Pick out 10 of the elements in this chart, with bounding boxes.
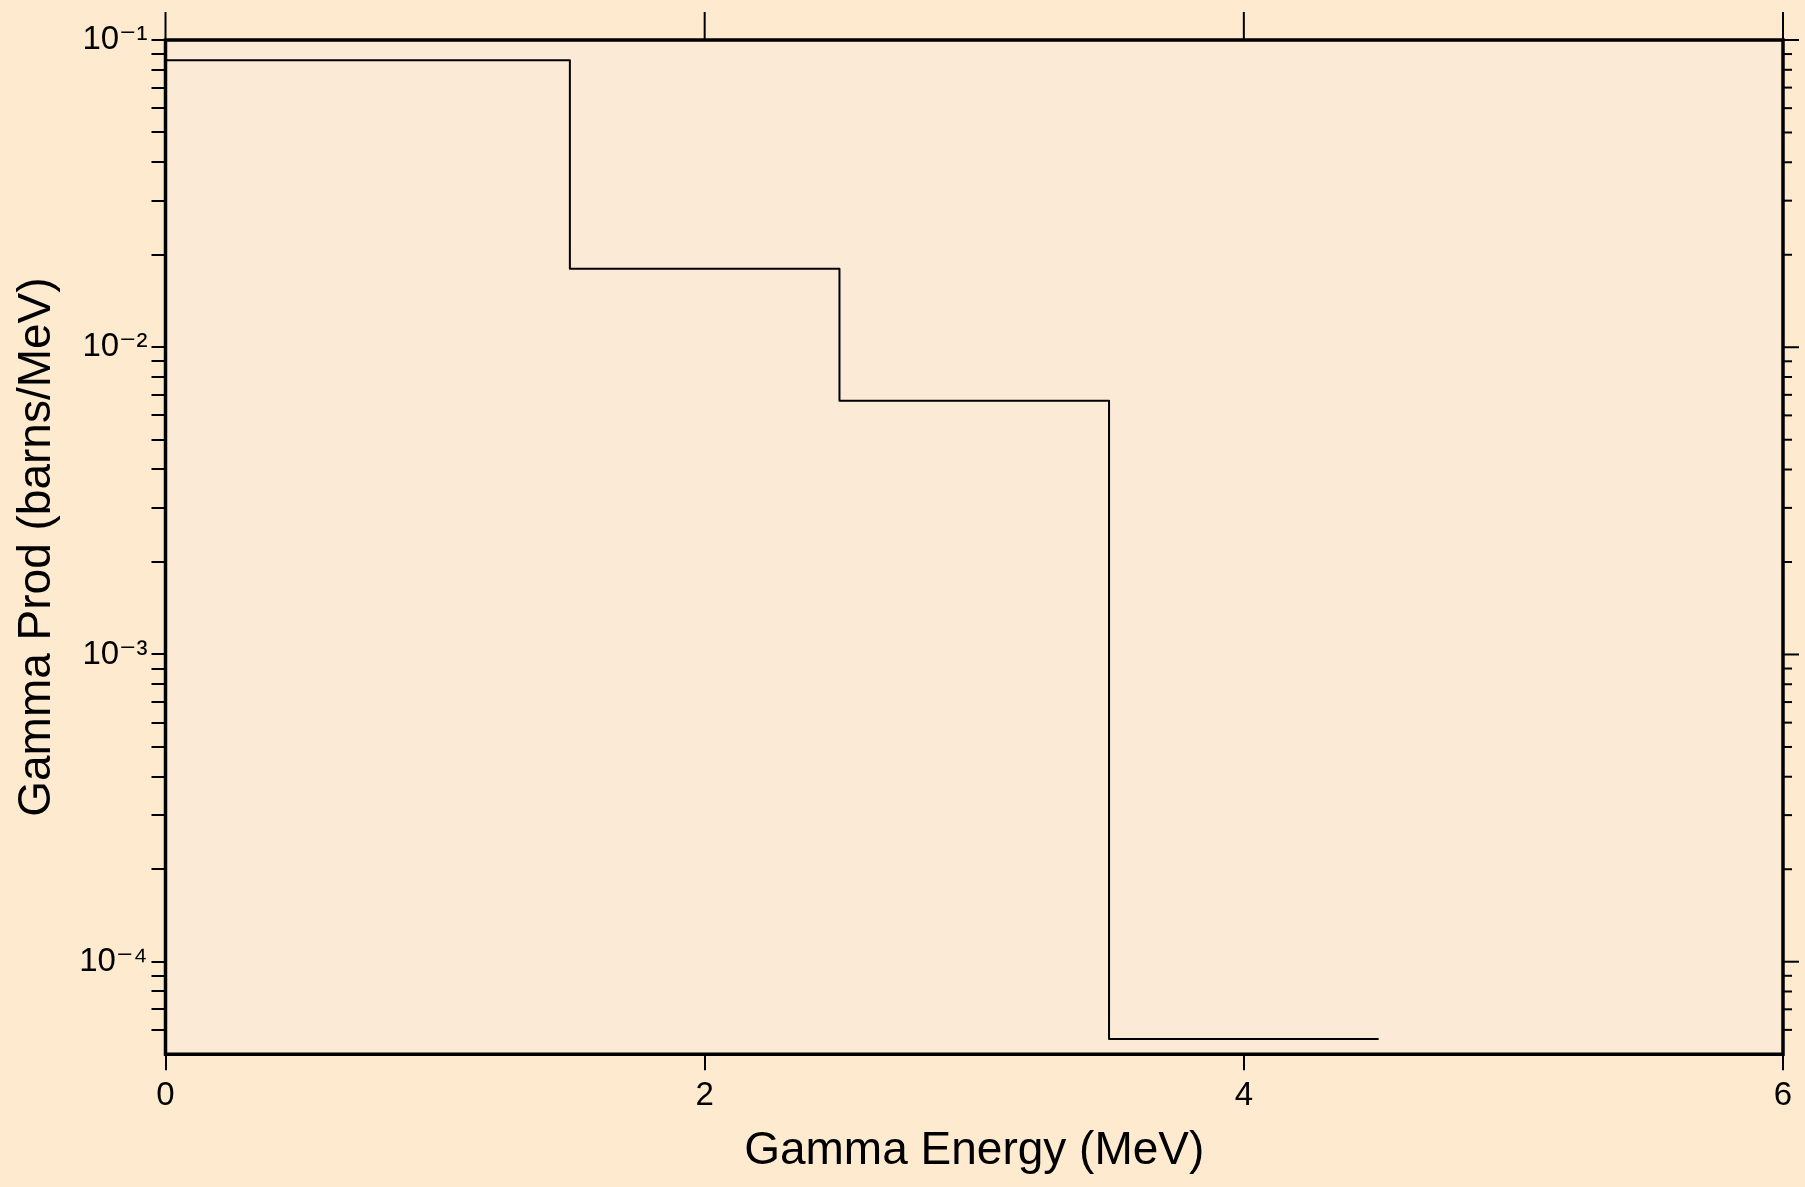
x-tick-label: 4 <box>1234 1075 1254 1113</box>
x-tick-label: 0 <box>156 1075 175 1113</box>
x-tick-label: 2 <box>695 1075 714 1113</box>
y-tick-label: 10⁻¹ <box>82 19 148 57</box>
y-tick-label: 10⁻⁴ <box>79 940 148 978</box>
y-tick-label: 10⁻³ <box>82 633 148 671</box>
y-axis-title: Gamma Prod (barns/MeV) <box>8 277 61 817</box>
x-axis-title: Gamma Energy (MeV) <box>744 1122 1205 1175</box>
y-tick-label: 10⁻² <box>82 326 148 364</box>
x-tick-label: 6 <box>1773 1075 1793 1113</box>
